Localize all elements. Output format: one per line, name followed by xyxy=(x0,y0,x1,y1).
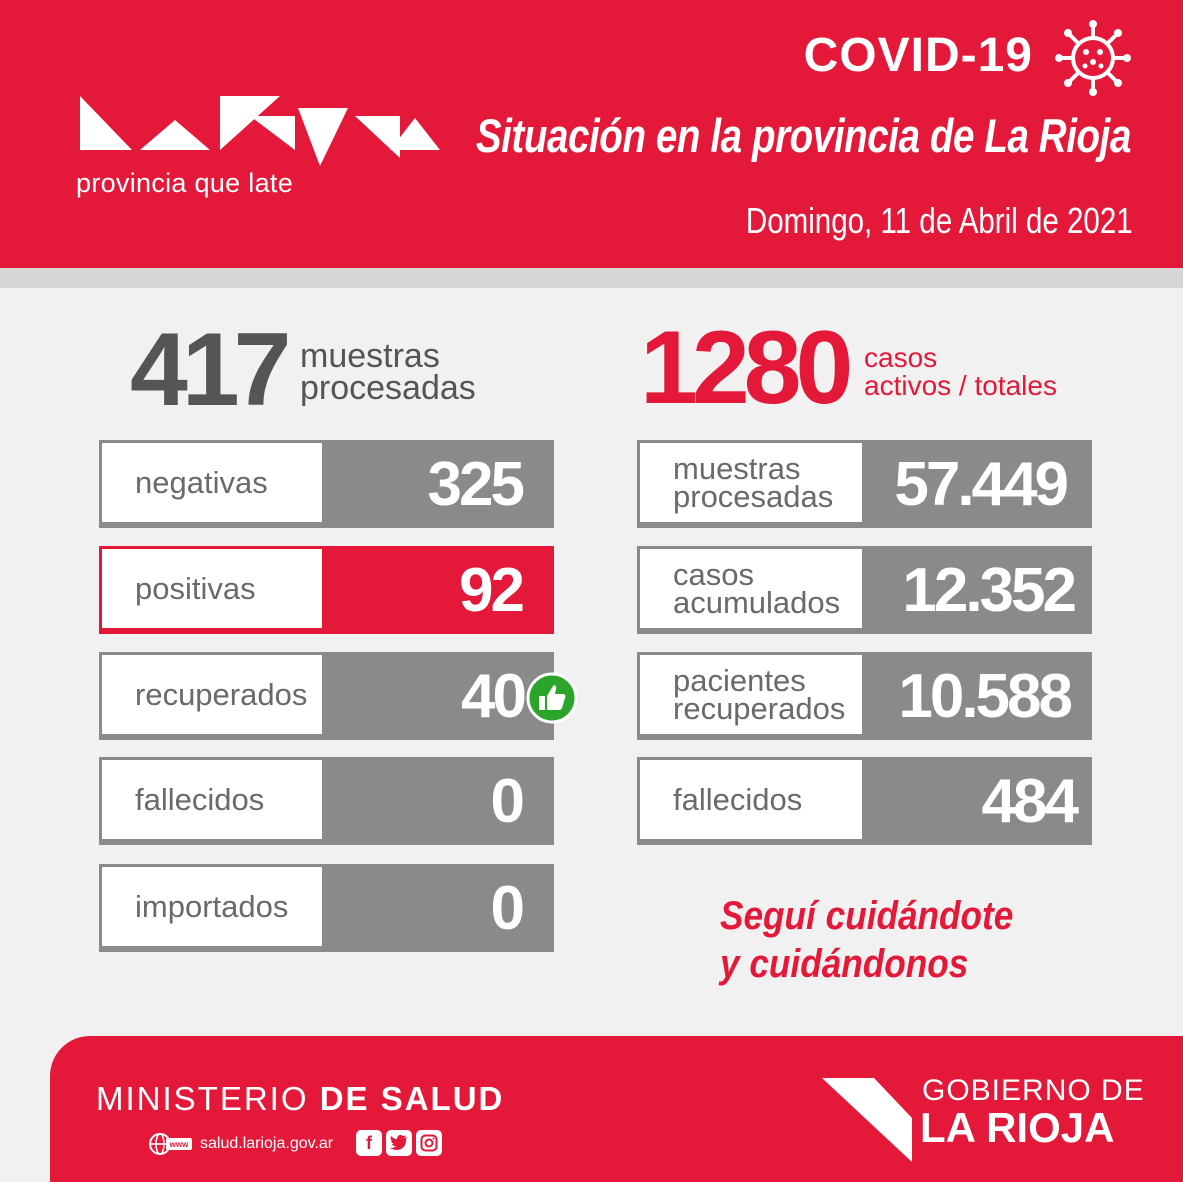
active-cases-total: 1280 xyxy=(640,310,853,426)
stat-label-line1: muestras xyxy=(673,450,801,486)
stat-label-area: casos acumulados xyxy=(640,549,862,628)
stat-value: 484 xyxy=(981,766,1079,836)
active-cases-label-line1: casos xyxy=(864,342,938,373)
stat-value: 0 xyxy=(490,766,526,836)
stat-negativas: negativas 325 xyxy=(99,440,554,528)
stat-label-area: pacientes recuperados xyxy=(640,655,862,734)
stat-label-line2: recuperados xyxy=(673,690,846,726)
date-label: Domingo, 11 de Abril de 2021 xyxy=(746,200,1133,241)
stat-label-line1: casos xyxy=(673,556,754,592)
footer-banner xyxy=(50,1036,1183,1182)
stat-label-area: fallecidos xyxy=(640,760,862,839)
stat-label-area: fallecidos xyxy=(102,760,322,839)
daily-samples-label: muestras procesadas xyxy=(300,337,476,407)
stat-casos-acumulados: casos acumulados 12.352 xyxy=(637,546,1092,634)
slogan-line1: Seguí cuidándote xyxy=(720,894,1014,938)
stat-label: positivas xyxy=(135,570,256,606)
stat-value: 12.352 xyxy=(902,555,1077,625)
page-title: Situación en la provincia de La Rioja xyxy=(475,109,1132,162)
thumbs-up-icon xyxy=(526,672,578,724)
stat-label-area: positivas xyxy=(102,549,322,628)
daily-samples-total: 417 xyxy=(130,312,292,428)
ministerio-label-1: MINISTERIO xyxy=(96,1080,309,1117)
stat-label-line2: procesadas xyxy=(673,478,834,514)
virus-icon xyxy=(1055,20,1131,96)
facebook-icon[interactable]: f xyxy=(356,1130,382,1156)
stat-value: 0 xyxy=(490,873,526,943)
stat-label-area: negativas xyxy=(102,443,322,522)
stat-label-area: recuperados xyxy=(102,655,322,734)
stat-label-line2: acumulados xyxy=(673,584,841,620)
gobierno-label-1: GOBIERNO DE xyxy=(922,1074,1145,1107)
stat-fallecidos: fallecidos 0 xyxy=(99,757,554,845)
header-banner xyxy=(0,0,1183,268)
slogan: Seguí cuidándote y cuidándonos xyxy=(720,892,1013,988)
stat-label: negativas xyxy=(135,464,268,500)
gobierno-label-2: LA RIOJA xyxy=(920,1104,1115,1151)
stat-label: fallecidos xyxy=(673,781,803,817)
active-cases-label: casos activos / totales xyxy=(864,344,1057,400)
website-link[interactable]: salud.larioja.gov.ar xyxy=(200,1135,334,1152)
la-rioja-logo xyxy=(80,96,440,166)
stat-pacientes-recuperados: pacientes recuperados 10.588 xyxy=(637,652,1092,740)
stat-positivas: positivas 92 xyxy=(99,546,554,634)
daily-samples-label-line1: muestras xyxy=(300,337,440,375)
instagram-icon[interactable] xyxy=(416,1130,442,1156)
globe-icon: www xyxy=(149,1133,192,1155)
stat-total-fallecidos: fallecidos 484 xyxy=(637,757,1092,845)
stat-label-line1: pacientes xyxy=(673,662,806,698)
stat-label: importados xyxy=(135,888,289,924)
stat-total-muestras: muestras procesadas 57.449 xyxy=(637,440,1092,528)
stat-label: pacientes recuperados xyxy=(673,655,845,734)
ministerio-label: MINISTERIO DE SALUD xyxy=(96,1080,504,1118)
social-links: f xyxy=(356,1130,442,1156)
active-cases-label-line2: activos / totales xyxy=(864,370,1057,401)
covid-title: COVID-19 xyxy=(803,29,1033,82)
stat-value: 92 xyxy=(459,555,525,625)
stat-recuperados: recuperados 40 xyxy=(99,652,554,740)
stat-importados: importados 0 xyxy=(99,864,554,952)
stat-label: recuperados xyxy=(135,676,308,712)
stat-label-area: importados xyxy=(102,867,322,946)
tagline: provincia que late xyxy=(76,168,294,198)
stat-label-area: muestras procesadas xyxy=(640,443,862,522)
website-row: www salud.larioja.gov.ar xyxy=(148,1132,333,1156)
www-label: www xyxy=(169,1140,189,1149)
stat-label: fallecidos xyxy=(135,781,265,817)
stat-label: muestras procesadas xyxy=(673,443,833,522)
stat-value: 325 xyxy=(427,449,525,519)
stat-value: 57.449 xyxy=(894,449,1069,519)
slogan-line2: y cuidándonos xyxy=(720,942,969,986)
twitter-icon[interactable] xyxy=(386,1130,412,1156)
la-rioja-map-icon xyxy=(822,1078,912,1162)
daily-samples-label-line2: procesadas xyxy=(300,369,476,407)
header-divider xyxy=(0,268,1183,288)
stat-value: 10.588 xyxy=(898,661,1073,731)
stat-value: 40 xyxy=(461,661,527,731)
ministerio-label-2: DE SALUD xyxy=(319,1080,505,1117)
stat-label: casos acumulados xyxy=(673,549,840,628)
